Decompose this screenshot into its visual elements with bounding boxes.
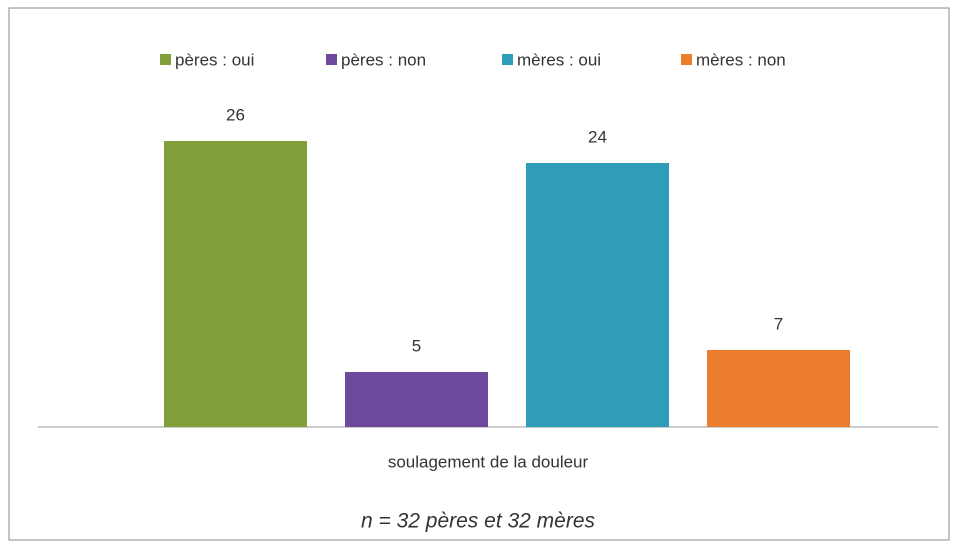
legend-label: mères : oui	[517, 50, 601, 69]
data-label: 7	[774, 314, 783, 333]
bar	[526, 163, 669, 427]
legend-label: pères : oui	[175, 50, 254, 69]
data-label: 24	[588, 127, 607, 146]
legend-swatch	[681, 54, 692, 65]
legend-label: mères : non	[696, 50, 786, 69]
legend-swatch	[160, 54, 171, 65]
bar	[707, 350, 850, 427]
data-label: 26	[226, 105, 245, 124]
legend-label: pères : non	[341, 50, 426, 69]
bar	[345, 372, 488, 427]
annotation: n = 32 pères et 32 mères	[361, 510, 596, 533]
data-label: 5	[412, 336, 421, 355]
legend-swatch	[502, 54, 513, 65]
bar	[164, 141, 307, 427]
legend-swatch	[326, 54, 337, 65]
x-tick-label: soulagement de la douleur	[388, 452, 589, 471]
